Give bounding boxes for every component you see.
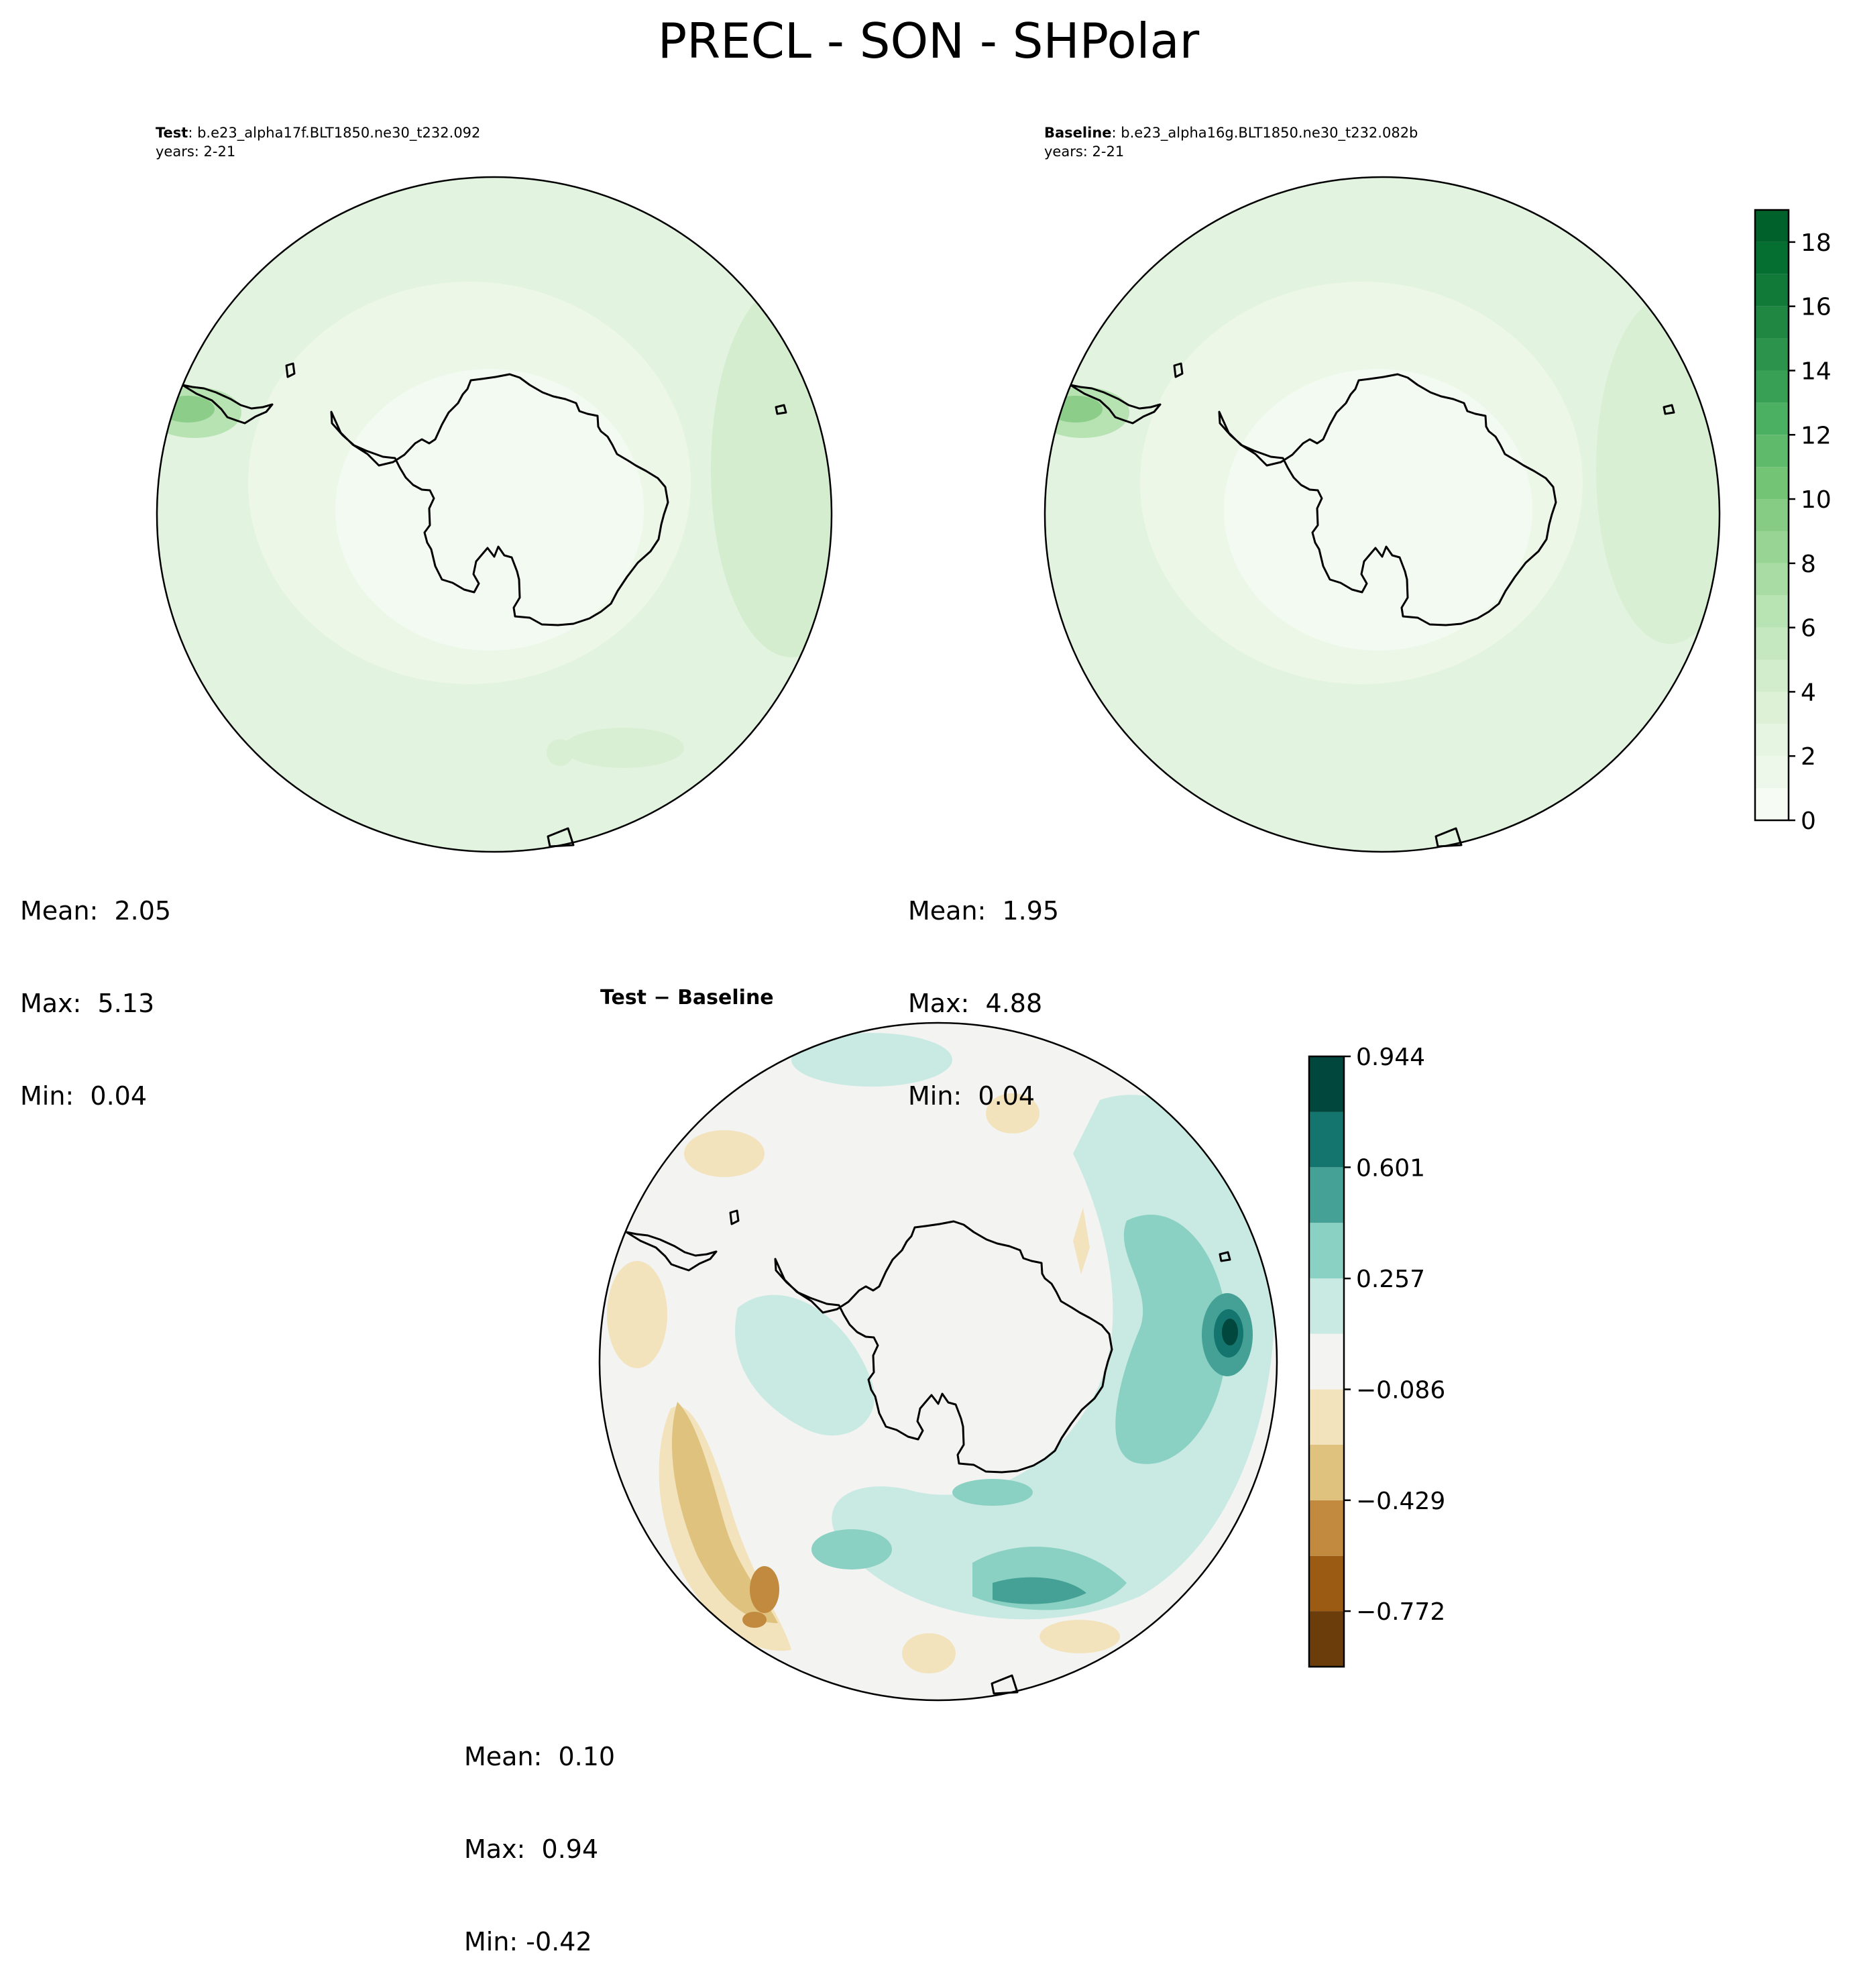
abs-colorbar-tick-label: 4	[1801, 679, 1816, 706]
abs-colorbar-tick-label: 16	[1801, 294, 1832, 321]
diff-colorbar: −0.772 −0.429 −0.086 0.257 0.601 0.944	[1308, 1044, 1445, 1668]
abs-colorbar-segment	[1755, 338, 1789, 371]
test-years: years: 2-21	[156, 144, 236, 160]
abs-colorbar-segment	[1755, 467, 1789, 500]
baseline-case-label: Baseline: b.e23_alpha16g.BLT1850.ne30_t2…	[1044, 123, 1418, 161]
diff-colorbar-segment	[1309, 1444, 1344, 1500]
difference-title: Test − Baseline	[600, 986, 774, 1009]
difference-stat-max: Max: 0.94	[464, 1834, 599, 1864]
baseline-years: years: 2-21	[1044, 144, 1125, 160]
difference-title-op: −	[646, 986, 678, 1009]
abs-colorbar-tick-label: 18	[1801, 229, 1832, 257]
abs-colorbar-segment	[1755, 692, 1789, 724]
abs-colorbar-tick-label: 14	[1801, 357, 1832, 385]
abs-colorbar-segment	[1755, 595, 1789, 628]
test-label-bold: Test	[156, 125, 188, 141]
abs-colorbar-segment	[1755, 241, 1789, 274]
abs-colorbar-segment	[1755, 306, 1789, 339]
difference-title-b: Baseline	[677, 986, 774, 1009]
abs-colorbar-frame	[1754, 209, 1790, 822]
baseline-label-sep: :	[1111, 125, 1121, 141]
abs-colorbar-tick-label: 8	[1801, 551, 1816, 578]
abs-colorbar-segment	[1755, 402, 1789, 435]
diff-colorbar-tick-label: −0.086	[1356, 1376, 1445, 1404]
diff-colorbar-segment	[1309, 1555, 1344, 1612]
difference-title-a: Test	[600, 986, 647, 1009]
difference-stats: Mean: 0.10 Max: 0.94 Min: -0.42	[464, 1679, 615, 1988]
abs-colorbar-tick-label: 6	[1801, 615, 1816, 643]
diff-colorbar-frame	[1308, 1055, 1345, 1668]
abs-colorbar-segment	[1755, 627, 1789, 660]
baseline-stat-min: Min: 0.04	[908, 1081, 1035, 1111]
diff-colorbar-segment	[1309, 1278, 1344, 1334]
difference-stat-mean: Mean: 0.10	[464, 1742, 616, 1771]
test-stats: Mean: 2.05 Max: 5.13 Min: 0.04	[20, 834, 171, 1142]
abs-colorbar-tick-label: 10	[1801, 486, 1832, 514]
diff-colorbar-segment	[1309, 1111, 1344, 1168]
test-stat-mean: Mean: 2.05	[20, 896, 172, 926]
diff-colorbar-tick-label: −0.772	[1356, 1598, 1445, 1626]
test-case-label: Test: b.e23_alpha17f.BLT1850.ne30_t232.0…	[156, 123, 480, 161]
baseline-label-bold: Baseline	[1044, 125, 1112, 141]
diff-colorbar-segment	[1309, 1333, 1344, 1390]
figure-canvas: 0 2 4 6 8 10 12 14 16 18 −0.772 −0.429 −0.086 0.257 0…	[156, 176, 1832, 1702]
test-stat-max: Max: 5.13	[20, 989, 155, 1018]
abs-colorbar-segment	[1755, 563, 1789, 596]
abs-colorbar-segment	[1755, 788, 1789, 820]
difference-stat-min: Min: -0.42	[464, 1927, 592, 1956]
diff-colorbar-tick-label: 0.944	[1356, 1044, 1425, 1071]
diff-colorbar-segment	[1309, 1389, 1344, 1445]
baseline-stat-mean: Mean: 1.95	[908, 896, 1060, 926]
diff-colorbar-segment	[1309, 1223, 1344, 1279]
difference-map	[598, 1021, 1278, 1702]
test-label-sep: :	[188, 125, 198, 141]
diff-colorbar-segment	[1309, 1056, 1344, 1112]
test-case-name: b.e23_alpha17f.BLT1850.ne30_t232.092	[197, 125, 481, 141]
baseline-map	[1044, 176, 1721, 853]
abs-colorbar-tick-label: 0	[1801, 808, 1816, 835]
abs-colorbar-segment	[1755, 499, 1789, 531]
test-map	[156, 176, 833, 853]
baseline-stat-max: Max: 4.88	[908, 989, 1043, 1018]
test-stat-min: Min: 0.04	[20, 1081, 147, 1111]
abs-colorbar-segment	[1755, 274, 1789, 307]
diff-colorbar-tick-label: −0.429	[1356, 1488, 1445, 1515]
abs-colorbar-segment	[1755, 659, 1789, 692]
abs-colorbar-segment	[1755, 756, 1789, 789]
figure-title: PRECL - SON - SHPolar	[657, 13, 1200, 69]
abs-colorbar-segment	[1755, 531, 1789, 563]
diff-colorbar-segment	[1309, 1167, 1344, 1223]
diff-colorbar-segment	[1309, 1611, 1344, 1667]
abs-colorbar-tick-label: 12	[1801, 422, 1832, 449]
abs-colorbar-segment	[1755, 435, 1789, 467]
baseline-stats: Mean: 1.95 Max: 4.88 Min: 0.04	[908, 834, 1059, 1142]
diff-colorbar-tick-label: 0.257	[1356, 1266, 1425, 1293]
baseline-case-name: b.e23_alpha16g.BLT1850.ne30_t232.082b	[1121, 125, 1418, 141]
abs-colorbar-tick-label: 2	[1801, 743, 1816, 771]
abs-colorbar-segment	[1755, 724, 1789, 757]
abs-colorbar: 0 2 4 6 8 10 12 14 16 18	[1754, 209, 1832, 835]
diff-colorbar-tick-label: 0.601	[1356, 1154, 1425, 1182]
abs-colorbar-segment	[1755, 370, 1789, 403]
diff-colorbar-segment	[1309, 1500, 1344, 1556]
abs-colorbar-segment	[1755, 210, 1789, 242]
